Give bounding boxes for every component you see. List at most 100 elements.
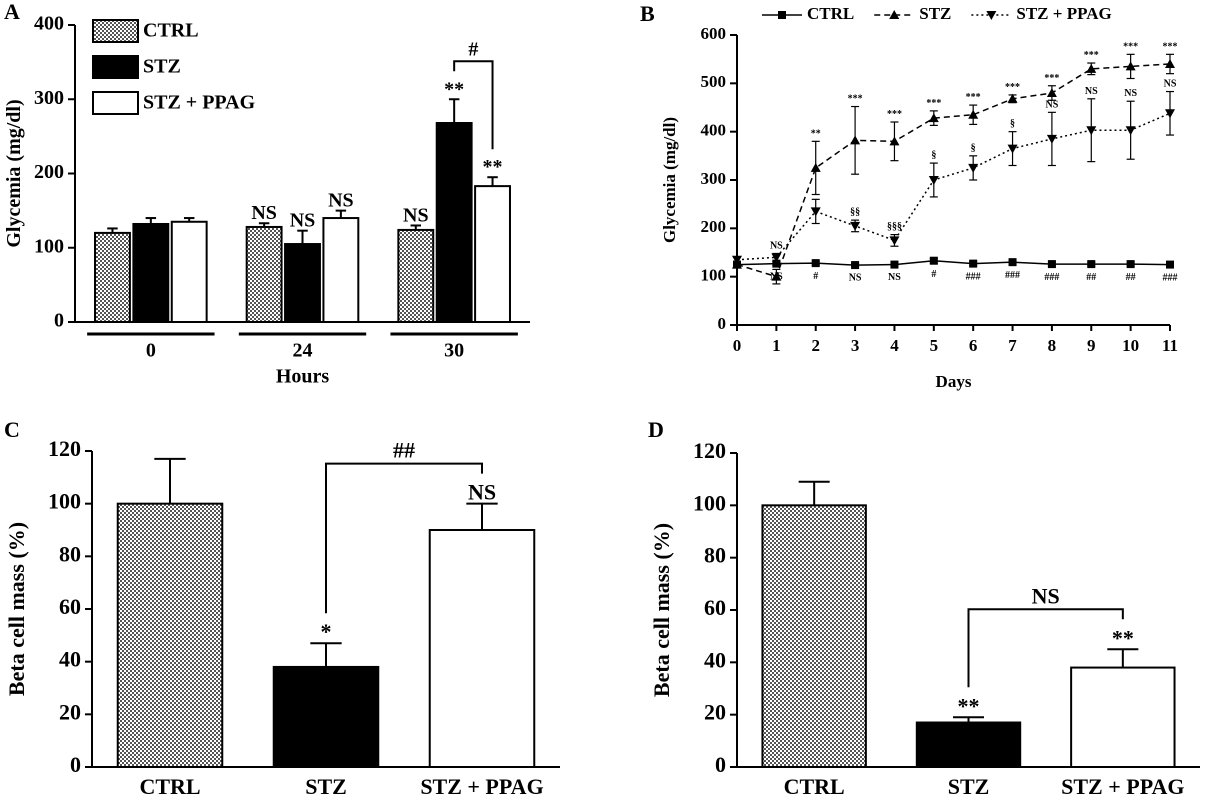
x-tick-label: 30	[444, 340, 464, 362]
y-tick-label: 80	[704, 543, 726, 568]
marker	[928, 113, 939, 123]
significance-label: NS	[888, 272, 901, 283]
significance-label: NS	[849, 273, 862, 284]
bracket	[325, 462, 483, 614]
x-tick-label: 7	[1008, 336, 1017, 355]
marker	[771, 253, 782, 263]
series-line	[736, 112, 1171, 261]
significance-label: §§	[850, 207, 860, 218]
y-tick-label: 500	[701, 72, 727, 91]
x-tick-label: STZ	[948, 774, 990, 799]
marker	[1086, 126, 1097, 136]
legend-label: CTRL	[807, 4, 854, 23]
y-tick-label: 20	[59, 699, 81, 724]
x-tick-label: 3	[851, 336, 860, 355]
y-tick-label: 120	[693, 438, 726, 463]
panel-letter: A	[4, 0, 20, 24]
significance-label: NS	[403, 204, 429, 226]
significance-label: **	[444, 78, 464, 100]
marker	[890, 260, 899, 269]
marker	[1047, 260, 1056, 269]
marker	[968, 163, 979, 173]
marker	[771, 271, 782, 281]
bracket-label: ##	[393, 438, 415, 463]
significance-label: ###	[1044, 272, 1059, 283]
series-line	[736, 259, 1171, 266]
panel-letter: B	[640, 1, 655, 26]
x-tick-label: 5	[930, 336, 939, 355]
significance-label: NS	[468, 480, 496, 505]
marker	[969, 259, 978, 268]
y-axis-label: Glycemia (mg/dl)	[3, 99, 25, 247]
y-tick-label: 0	[54, 310, 64, 332]
y-tick-label: 100	[34, 235, 64, 257]
marker	[929, 256, 938, 265]
bar	[915, 721, 1022, 768]
marker	[1007, 144, 1018, 154]
marker	[811, 259, 820, 268]
significance-label: NS	[1046, 99, 1059, 110]
y-tick-label: 0	[718, 314, 727, 333]
legend-label: STZ	[143, 56, 181, 78]
y-tick-label: 400	[701, 121, 727, 140]
significance-label: ***	[926, 98, 941, 109]
significance-label: **	[1112, 625, 1134, 650]
marker	[1008, 258, 1017, 267]
x-tick-label: 1	[772, 336, 781, 355]
marker	[778, 11, 786, 19]
y-tick-label: 200	[701, 217, 727, 236]
x-tick-label: STZ + PPAG	[1061, 774, 1184, 799]
significance-label: ***	[1044, 73, 1059, 84]
bracket-label: NS	[1032, 583, 1060, 608]
bar	[322, 217, 360, 323]
marker	[1126, 260, 1135, 269]
significance-label: **	[958, 693, 980, 718]
significance-label: NS	[1085, 86, 1098, 97]
y-tick-label: 300	[34, 87, 64, 109]
significance-label: #	[813, 271, 818, 282]
significance-label: NS	[1124, 88, 1137, 99]
marker	[732, 255, 742, 265]
significance-label: ###	[1163, 273, 1178, 284]
x-tick-label: 9	[1087, 336, 1096, 355]
significance-label: ***	[1084, 50, 1099, 61]
bracket	[967, 608, 1124, 688]
y-tick-label: 40	[704, 647, 726, 672]
bar	[428, 529, 536, 768]
marker	[889, 136, 900, 146]
significance-label: ###	[966, 272, 981, 283]
significance-label: NS	[328, 190, 354, 212]
marker	[810, 162, 821, 172]
significance-label: §	[931, 150, 936, 161]
bar	[435, 122, 473, 324]
y-tick-label: 100	[701, 266, 727, 285]
legend-swatch	[92, 91, 139, 115]
y-tick-label: 300	[701, 169, 727, 188]
significance-label: NS	[1164, 79, 1177, 90]
x-tick-label: 2	[811, 336, 820, 355]
bar	[245, 225, 283, 324]
x-tick-label: 11	[1162, 336, 1178, 355]
y-tick-label: 0	[715, 752, 726, 777]
legend-swatch	[92, 19, 139, 43]
marker	[1046, 88, 1057, 97]
significance-label: ***	[1123, 41, 1138, 52]
y-tick-label: 40	[59, 647, 81, 672]
significance-label: §§§	[887, 222, 902, 233]
marker	[1007, 93, 1018, 103]
x-axis-label: Days	[936, 372, 972, 391]
bar	[94, 231, 131, 323]
marker	[968, 109, 979, 119]
y-tick-label: 0	[70, 752, 81, 777]
y-tick-label: 120	[48, 436, 81, 461]
significance-label: #	[931, 269, 936, 280]
x-axis-label: Hours	[276, 366, 330, 388]
x-tick-label: 4	[890, 336, 899, 355]
y-tick-label: 100	[48, 489, 81, 514]
y-tick-label: 100	[693, 490, 726, 515]
significance-label: **	[483, 156, 503, 178]
legend-label: STZ + PPAG	[1016, 4, 1111, 23]
bar	[116, 502, 224, 768]
panel-letter: D	[648, 417, 664, 442]
x-tick-label: STZ + PPAG	[420, 774, 543, 799]
